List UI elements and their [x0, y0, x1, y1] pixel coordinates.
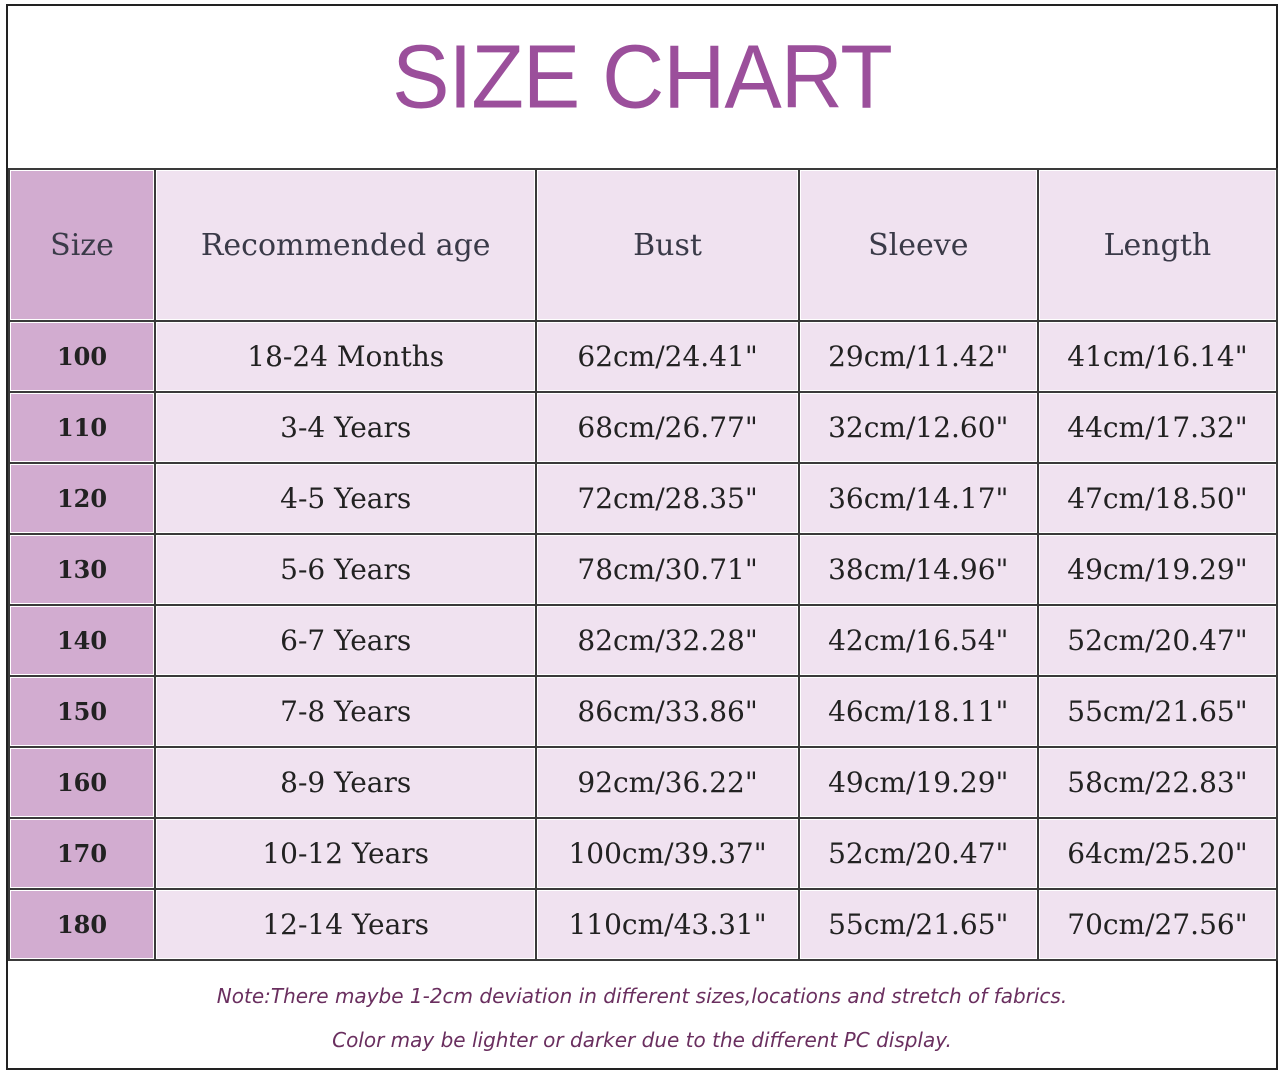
cell-recommended-age: 5-6 Years: [156, 535, 536, 604]
cell-recommended-age: 10-12 Years: [156, 819, 536, 888]
cell-bust: 62cm/24.41": [537, 322, 798, 391]
table-row: 160 8-9 Years 92cm/36.22" 49cm/19.29" 58cm/2…: [10, 748, 1276, 817]
note-color: Color may be lighter or darker due to th…: [332, 1028, 952, 1052]
cell-size: 130: [10, 535, 154, 604]
cell-size: 170: [10, 819, 154, 888]
cell-bust: 92cm/36.22": [537, 748, 798, 817]
cell-length: 64cm/25.20": [1038, 819, 1276, 888]
cell-recommended-age: 4-5 Years: [156, 464, 536, 533]
cell-bust: 72cm/28.35": [537, 464, 798, 533]
cell-sleeve: 38cm/14.96": [799, 535, 1037, 604]
note-deviation: Note:There maybe 1-2cm deviation in diff…: [216, 984, 1068, 1008]
cell-sleeve: 52cm/20.47": [799, 819, 1037, 888]
size-table: Size Recommended age Bust Sleeve Length …: [8, 168, 1278, 961]
cell-recommended-age: 8-9 Years: [156, 748, 536, 817]
cell-bust: 68cm/26.77": [537, 393, 798, 462]
cell-sleeve: 36cm/14.17": [799, 464, 1037, 533]
cell-length: 44cm/17.32": [1038, 393, 1276, 462]
table-row: 180 12-14 Years 110cm/43.31" 55cm/21.65" 70c…: [10, 890, 1276, 959]
cell-recommended-age: 18-24 Months: [156, 322, 536, 391]
cell-bust: 82cm/32.28": [537, 606, 798, 675]
cell-length: 58cm/22.83": [1038, 748, 1276, 817]
header-recommended-age: Recommended age: [156, 170, 536, 320]
table-row: 150 7-8 Years 86cm/33.86" 46cm/18.11" 55cm/2…: [10, 677, 1276, 746]
cell-sleeve: 42cm/16.54": [799, 606, 1037, 675]
header-sleeve: Sleeve: [799, 170, 1037, 320]
cell-bust: 100cm/39.37": [537, 819, 798, 888]
cell-bust: 86cm/33.86": [537, 677, 798, 746]
cell-bust: 78cm/30.71": [537, 535, 798, 604]
cell-length: 52cm/20.47": [1038, 606, 1276, 675]
cell-recommended-age: 7-8 Years: [156, 677, 536, 746]
cell-sleeve: 46cm/18.11": [799, 677, 1037, 746]
cell-sleeve: 55cm/21.65": [799, 890, 1037, 959]
table-row: 170 10-12 Years 100cm/39.37" 52cm/20.47" 64c…: [10, 819, 1276, 888]
cell-size: 100: [10, 322, 154, 391]
cell-length: 70cm/27.56": [1038, 890, 1276, 959]
cell-length: 49cm/19.29": [1038, 535, 1276, 604]
size-chart: SIZE CHART Size Recommended age Bust Sle…: [6, 4, 1278, 1070]
table-row: 120 4-5 Years 72cm/28.35" 36cm/14.17" 47cm/1…: [10, 464, 1276, 533]
cell-bust: 110cm/43.31": [537, 890, 798, 959]
header-length: Length: [1038, 170, 1276, 320]
header-size: Size: [10, 170, 154, 320]
cell-recommended-age: 6-7 Years: [156, 606, 536, 675]
header-bust: Bust: [537, 170, 798, 320]
table-row: 100 18-24 Months 62cm/24.41" 29cm/11.42" 41c…: [10, 322, 1276, 391]
cell-size: 160: [10, 748, 154, 817]
cell-size: 150: [10, 677, 154, 746]
cell-length: 47cm/18.50": [1038, 464, 1276, 533]
cell-size: 140: [10, 606, 154, 675]
cell-size: 180: [10, 890, 154, 959]
table-row: 140 6-7 Years 82cm/32.28" 42cm/16.54" 52cm/2…: [10, 606, 1276, 675]
cell-sleeve: 49cm/19.29": [799, 748, 1037, 817]
notes: Note:There maybe 1-2cm deviation in diff…: [8, 974, 1276, 1062]
cell-size: 110: [10, 393, 154, 462]
cell-size: 120: [10, 464, 154, 533]
cell-length: 41cm/16.14": [1038, 322, 1276, 391]
page-title: SIZE CHART: [392, 26, 893, 128]
table-row: 110 3-4 Years 68cm/26.77" 32cm/12.60" 44cm/1…: [10, 393, 1276, 462]
cell-recommended-age: 12-14 Years: [156, 890, 536, 959]
cell-sleeve: 29cm/11.42": [799, 322, 1037, 391]
table-row: 130 5-6 Years 78cm/30.71" 38cm/14.96" 49cm/1…: [10, 535, 1276, 604]
cell-length: 55cm/21.65": [1038, 677, 1276, 746]
cell-recommended-age: 3-4 Years: [156, 393, 536, 462]
table-header-row: Size Recommended age Bust Sleeve Length: [10, 170, 1276, 320]
cell-sleeve: 32cm/12.60": [799, 393, 1037, 462]
